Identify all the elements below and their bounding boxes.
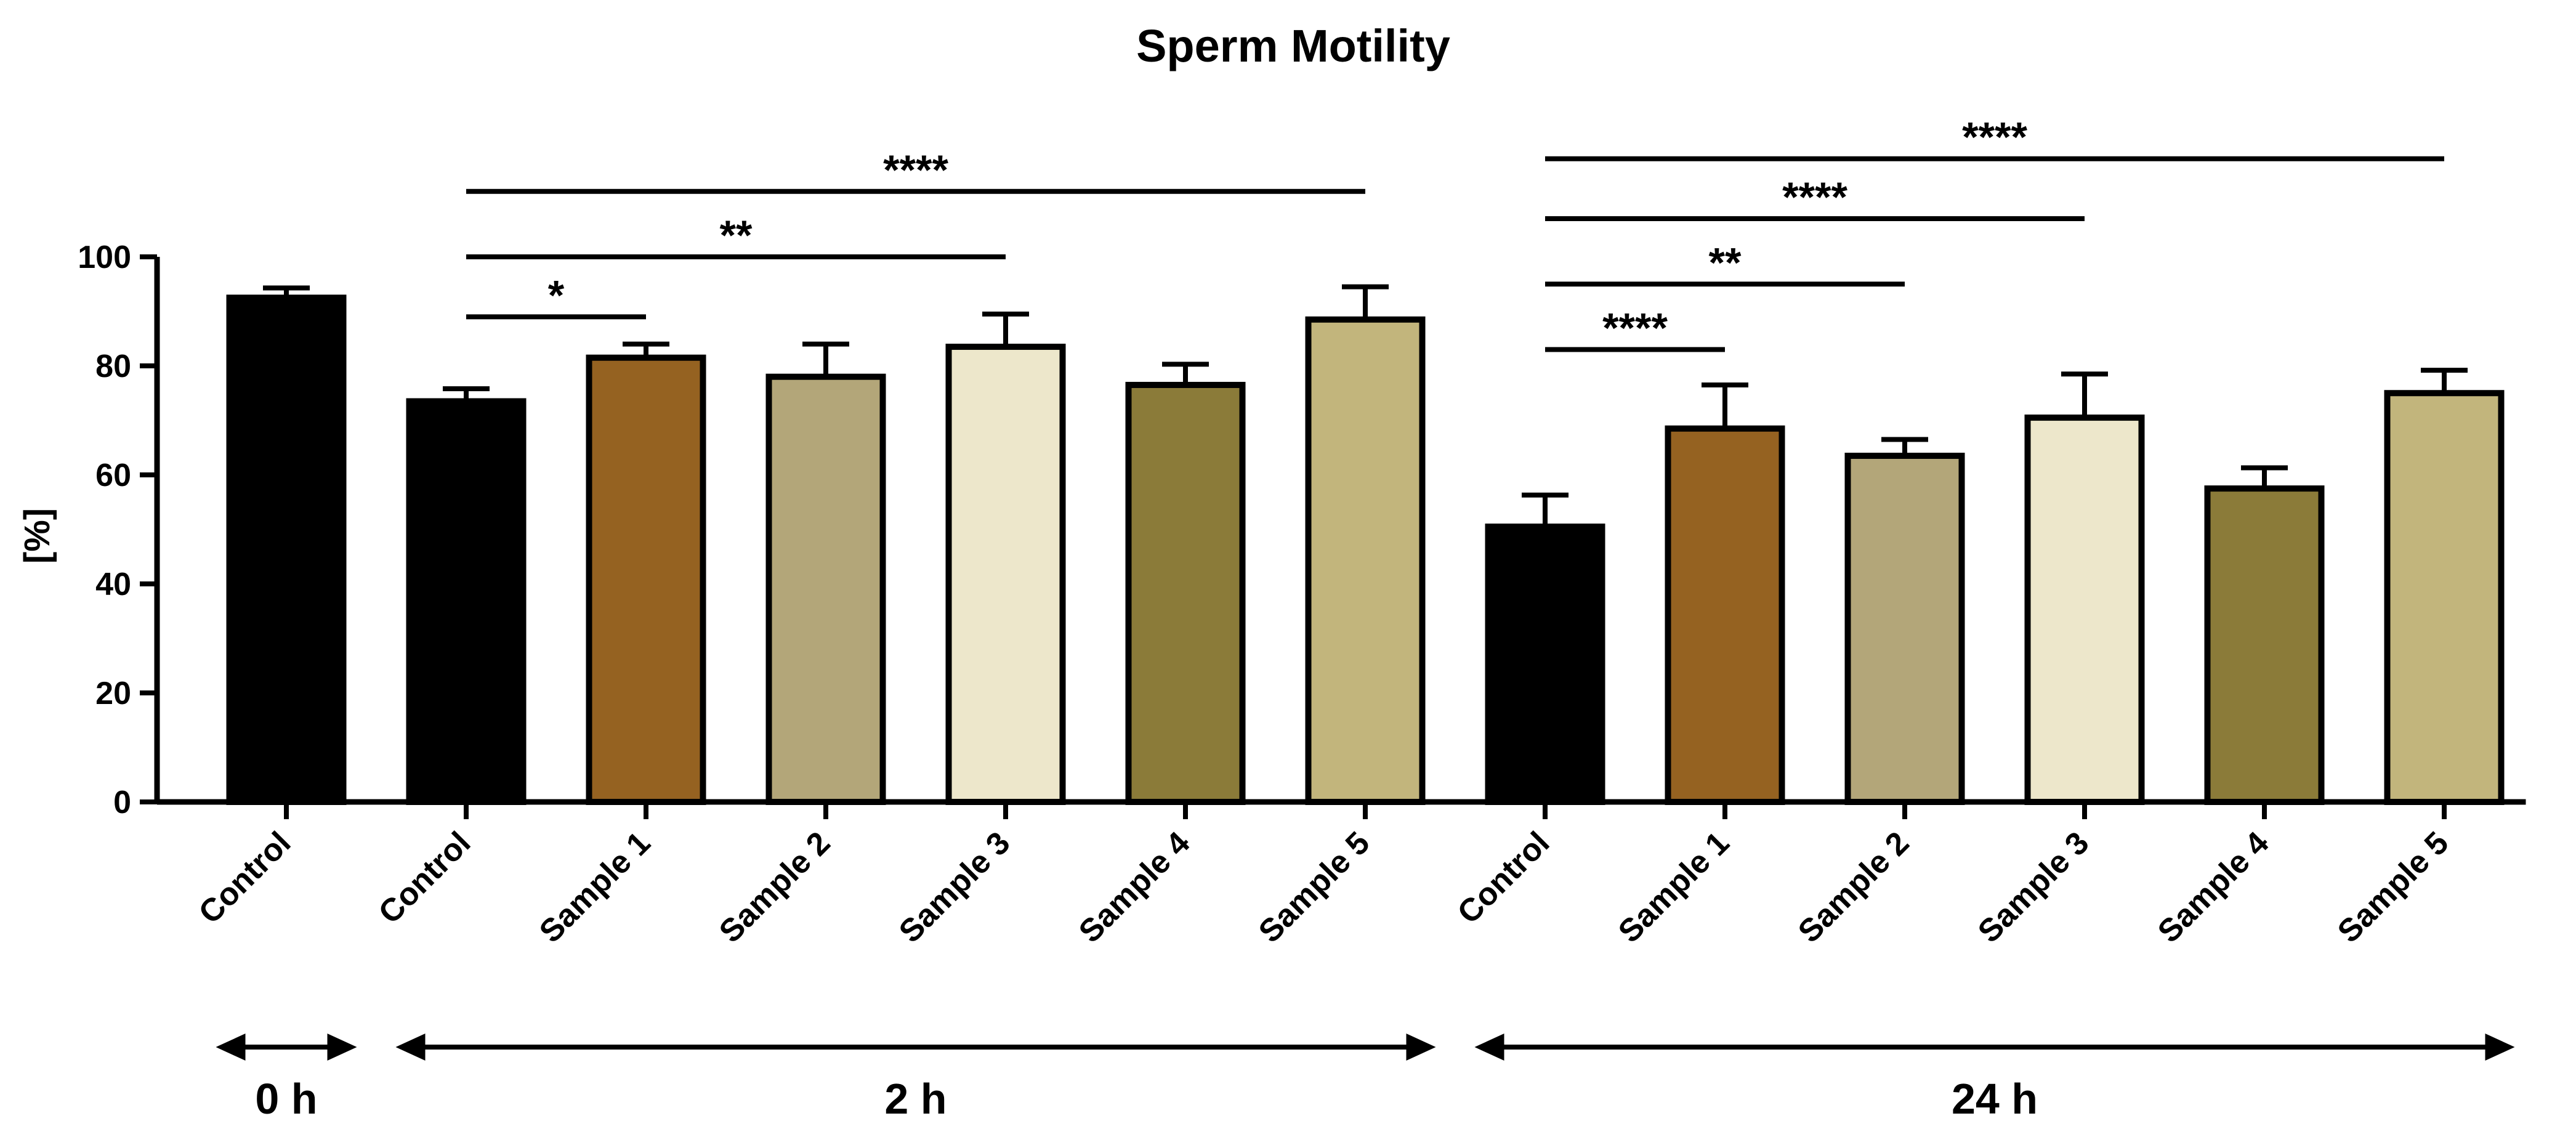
category-label: Sample 4 [2151, 825, 2276, 950]
significance-label: **** [1602, 304, 1668, 351]
time-arrow-head-left [395, 1034, 426, 1061]
y-tick-label: 20 [95, 676, 131, 711]
category-label: Control [192, 825, 298, 931]
time-group-label: 24 h [1952, 1075, 2038, 1123]
bar [1125, 381, 1246, 805]
category-label: Sample 2 [1791, 825, 1916, 949]
bars [226, 294, 2505, 805]
category-label: Sample 1 [1612, 825, 1736, 949]
significance-label: **** [883, 147, 948, 193]
time-groups: 0 h 2 h 24 h [216, 1034, 2515, 1123]
significance-label: * [548, 272, 565, 318]
significance-label: ** [1709, 239, 1742, 286]
time-group-label: 0 h [255, 1075, 317, 1123]
bar [1485, 524, 1605, 805]
bar [2204, 485, 2325, 805]
bar [1305, 316, 1426, 805]
y-tick-label: 60 [95, 458, 131, 493]
time-arrow-head-right [327, 1034, 357, 1061]
category-label: Control [372, 825, 478, 931]
significance-label: **** [1782, 174, 1847, 221]
category-label: Sample 5 [1252, 825, 1376, 949]
category-label: Sample 2 [713, 825, 837, 949]
category-labels: Control Control Sample 1 Sample 2 Sample 3 Sa… [192, 825, 2456, 950]
y-axis-label: [%] [17, 508, 57, 564]
time-arrow-head-left [216, 1034, 246, 1061]
bar [2384, 390, 2505, 805]
bar [765, 373, 886, 805]
category-label: Sample 3 [1971, 825, 2096, 949]
y-tick-label: 100 [78, 240, 131, 275]
error-bars [263, 284, 2468, 527]
category-label: Sample 1 [533, 825, 657, 949]
bar [226, 294, 347, 805]
category-label: Sample 3 [892, 825, 1017, 949]
y-tick-label: 40 [95, 567, 131, 602]
significance-label: ** [720, 212, 753, 259]
time-arrow-head-right [1406, 1034, 1436, 1061]
category-label: Control [1451, 825, 1557, 931]
y-tick-label: 0 [113, 785, 131, 820]
significance-label: **** [1962, 114, 2027, 161]
bar [2024, 415, 2145, 805]
time-arrow-head-left [1474, 1034, 1504, 1061]
bar [586, 354, 706, 805]
chart-title: Sperm Motility [1136, 20, 1450, 71]
bar [945, 344, 1066, 805]
time-group-label: 2 h [884, 1075, 947, 1123]
category-label: Sample 4 [1072, 825, 1197, 950]
time-arrow-head-right [2485, 1034, 2515, 1061]
significance-brackets: ********************* [466, 114, 2444, 352]
y-tick-label: 80 [95, 349, 131, 384]
category-label: Sample 5 [2331, 825, 2455, 949]
y-axis: 0 20 40 60 80 100 [78, 240, 160, 820]
bar [1665, 425, 1785, 805]
bar [1844, 453, 1965, 805]
bar [406, 398, 527, 805]
